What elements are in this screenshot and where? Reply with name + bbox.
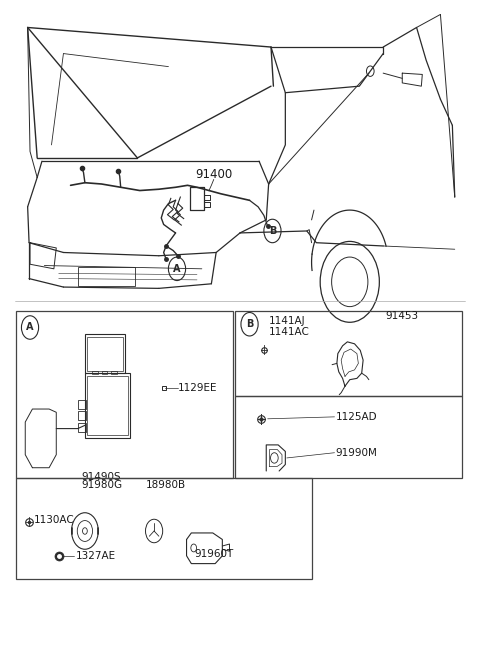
Text: A: A: [173, 264, 181, 274]
Text: 91400: 91400: [195, 168, 232, 181]
Bar: [92, 371, 98, 375]
Bar: [78, 411, 86, 420]
Text: 1327AE: 1327AE: [75, 551, 116, 561]
Bar: [87, 377, 128, 435]
Text: B: B: [269, 226, 276, 236]
Text: 1130AC: 1130AC: [34, 515, 74, 525]
Bar: [16, 311, 233, 477]
Text: 1141AJ: 1141AJ: [269, 316, 305, 326]
Bar: [102, 371, 108, 375]
Bar: [78, 267, 135, 286]
Bar: [235, 396, 462, 477]
Text: 1141AC: 1141AC: [269, 327, 310, 337]
Text: 91960T: 91960T: [194, 550, 233, 559]
Text: 1125AD: 1125AD: [336, 412, 377, 422]
Bar: [85, 373, 130, 438]
Bar: [87, 337, 123, 371]
Text: 91980G: 91980G: [81, 480, 122, 490]
Bar: [78, 422, 86, 432]
Text: 91990M: 91990M: [336, 448, 377, 458]
Bar: [16, 477, 312, 578]
Bar: [85, 334, 125, 373]
Text: 18980B: 18980B: [146, 480, 186, 490]
Bar: [111, 371, 117, 375]
Text: B: B: [246, 319, 253, 329]
Bar: [235, 311, 462, 396]
Text: 1129EE: 1129EE: [178, 383, 217, 392]
Text: 91453: 91453: [386, 311, 419, 322]
Bar: [78, 400, 86, 409]
Text: A: A: [26, 322, 34, 333]
Text: 91490S: 91490S: [82, 472, 121, 482]
